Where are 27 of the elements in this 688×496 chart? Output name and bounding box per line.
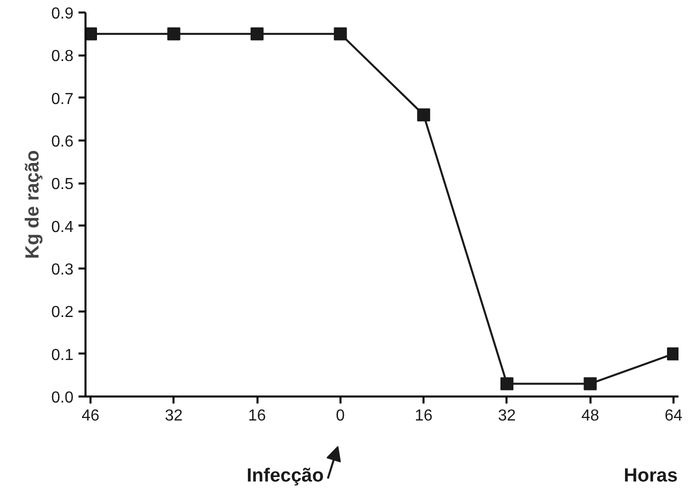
x-tick-label: 64 [664,408,683,424]
point [250,27,264,40]
point [334,27,347,40]
point [417,108,430,122]
y-tick-label: 0.1 [51,346,74,364]
text: Infecção [246,466,324,486]
text: Horas [624,466,678,486]
x-tick-label: 16 [248,408,266,424]
point [167,27,180,40]
y-tick-label: 0.3 [51,262,74,278]
point [584,377,597,390]
x-tick-label: 48 [581,408,600,424]
point [500,377,514,390]
y-tick-label: 0.5 [51,176,74,194]
y-tick-label: 0.2 [51,304,74,322]
x-tick-label: 16 [414,408,433,424]
x-tick-label: 46 [82,408,100,424]
y-tick-label: 0.6 [51,134,74,150]
x-tick-label: 0 [336,408,345,424]
x-tick-label: 32 [164,408,183,424]
y-axis-title: Kg de ração [22,150,44,259]
y-tick-label: 0.4 [51,218,74,236]
y-tick-label: 0.9 [51,6,74,22]
y-tick-label: 0.7 [51,90,74,108]
y-tick-label: 0.8 [51,48,74,66]
x-tick-label: 32 [498,408,516,424]
y-tick-label: 0.0 [51,390,74,406]
